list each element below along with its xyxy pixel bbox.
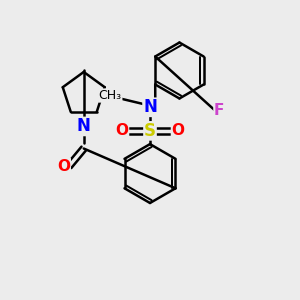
Text: CH₃: CH₃ [99,89,122,102]
Text: N: N [77,117,91,135]
Text: O: O [116,123,128,138]
Text: F: F [214,103,224,118]
Text: N: N [143,98,157,116]
Text: S: S [144,122,156,140]
Text: O: O [172,123,184,138]
Text: O: O [57,159,70,174]
